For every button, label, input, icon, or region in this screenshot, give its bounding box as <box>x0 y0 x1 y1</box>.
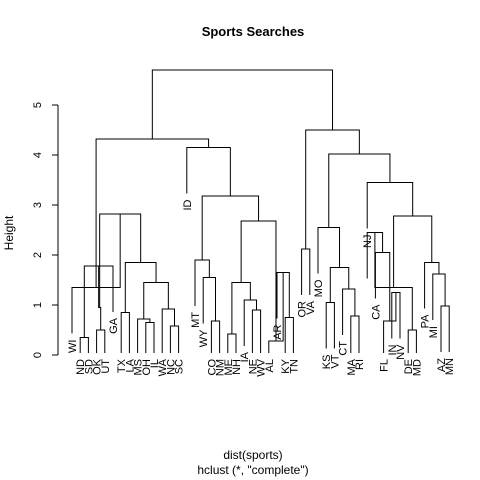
leaf-label: DE <box>403 359 415 374</box>
leaf-label: KY <box>280 358 292 373</box>
leaf-label: OR <box>297 301 309 318</box>
merge-link <box>210 320 221 353</box>
merge-link <box>305 129 360 249</box>
merge-link <box>328 153 391 228</box>
merge-link <box>329 267 350 303</box>
leaf-label: VT <box>329 354 341 368</box>
merge-link <box>137 318 151 353</box>
leaf-label: MT <box>190 312 202 328</box>
y-axis: 0 1 2 3 4 5 <box>32 102 59 358</box>
merge-link <box>432 273 446 320</box>
merge-link <box>342 288 356 335</box>
leaf-label: OK <box>92 358 104 375</box>
dendrogram-tree <box>71 69 450 353</box>
leaf-label: ID <box>182 199 194 210</box>
merge-link <box>284 317 294 353</box>
leaf-label: FL <box>379 359 391 372</box>
x-axis-label: dist(sports) <box>223 448 282 462</box>
leaf-label: UT <box>100 359 112 374</box>
leaf-label: CO <box>206 359 218 376</box>
merge-link <box>366 182 414 229</box>
leaf-label: NC <box>165 359 177 375</box>
y-axis-label: Height <box>2 215 16 250</box>
leaf-label: AR <box>272 324 284 339</box>
leaf-label: AZ <box>436 358 448 372</box>
merge-link <box>161 308 175 353</box>
leaf-label: MD <box>411 359 423 376</box>
y-tick-label: 5 <box>32 102 44 108</box>
merge-link <box>95 138 210 288</box>
leaf-label: VA <box>305 300 317 315</box>
leaf-label: IA <box>239 351 251 362</box>
merge-link <box>317 227 341 274</box>
merge-link <box>424 262 440 309</box>
leaf-label: IN <box>387 344 399 355</box>
y-tick-label: 0 <box>32 352 44 358</box>
leaf-label: OH <box>141 359 153 376</box>
leaf-label: WI <box>67 340 79 353</box>
leaf-label: CT <box>338 341 350 356</box>
leaf-label: ND <box>75 359 87 375</box>
y-tick-label: 4 <box>32 152 44 158</box>
leaf-label: LA <box>124 358 136 372</box>
merge-link <box>350 315 360 353</box>
leaf-label: GA <box>108 317 120 334</box>
merge-link <box>202 277 216 324</box>
merge-link <box>194 259 210 306</box>
chart-title: Sports Searches <box>202 24 305 39</box>
merge-link <box>243 299 257 346</box>
y-tick-label: 2 <box>32 252 44 258</box>
merge-link <box>201 195 260 260</box>
merge-link <box>301 248 311 295</box>
leaf-label: SC <box>174 359 186 374</box>
leaf-label: MO <box>313 279 325 297</box>
leaf-label: ME <box>223 359 235 376</box>
leaf-label: NE <box>247 359 259 374</box>
merge-link <box>151 69 334 139</box>
leaf-label: MS <box>133 359 145 376</box>
leaf-label: NJ <box>362 235 374 248</box>
merge-link <box>251 309 262 353</box>
merge-link <box>440 305 450 352</box>
leaf-label: MA <box>346 358 358 375</box>
merge-link <box>143 282 169 319</box>
leaf-label: SD <box>83 359 95 374</box>
leaf-label: RI <box>354 359 366 370</box>
leaf-label: WA <box>157 358 169 376</box>
leaf-label: TX <box>116 358 128 373</box>
leaf-label: AL <box>264 359 276 372</box>
y-tick-label: 1 <box>32 302 44 308</box>
leaf-label: MN <box>444 358 456 375</box>
merge-link <box>120 312 130 353</box>
leaf-label: NH <box>231 359 243 375</box>
merge-link <box>231 282 251 334</box>
merge-link <box>227 333 237 353</box>
leaf-label: CA <box>370 304 382 320</box>
leaf-label: WY <box>198 329 210 347</box>
merge-link <box>407 329 417 353</box>
y-tick-label: 3 <box>32 202 44 208</box>
chart-subtitle: hclust (*, "complete") <box>197 463 308 477</box>
merge-link <box>96 329 106 353</box>
leaf-label: MI <box>428 326 440 338</box>
leaf-label: NV <box>395 344 407 360</box>
leaf-label: NM <box>215 359 227 376</box>
merge-link <box>325 302 335 349</box>
merge-link <box>124 262 157 313</box>
merge-link <box>393 215 433 288</box>
merge-link <box>169 325 180 353</box>
leaf-label: TN <box>288 359 300 374</box>
leaf-label: IL <box>149 359 161 368</box>
merge-link <box>79 337 89 353</box>
leaf-label: KS <box>321 355 333 370</box>
leaf-label: WV <box>256 358 268 376</box>
leaf-label: PA <box>420 314 432 329</box>
merge-link <box>240 220 277 341</box>
merge-link <box>186 147 231 196</box>
merge-link <box>145 322 155 353</box>
